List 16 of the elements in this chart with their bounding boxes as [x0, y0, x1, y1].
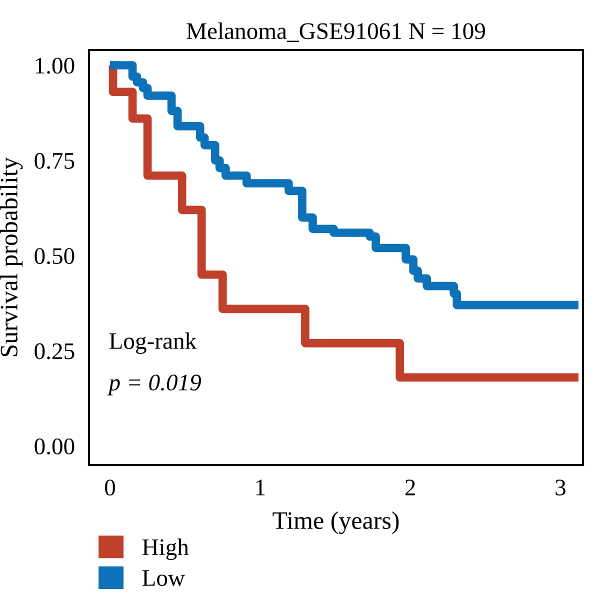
- annotation: p = 0.019: [107, 374, 202, 396]
- y-tick-label: 0.50: [34, 248, 74, 264]
- x-tick-label: 0: [105, 480, 116, 496]
- annotation: Log-rank: [109, 332, 197, 354]
- y-tick-label: 0.00: [34, 438, 74, 454]
- y-axis-title: Survival probability: [0, 157, 23, 356]
- y-tick-label: 0.75: [34, 152, 74, 169]
- x-axis-title: Time (years): [272, 511, 399, 534]
- x-tick-label: 1: [256, 480, 265, 496]
- legend-label: Low: [142, 570, 185, 586]
- legend-label: High: [142, 538, 189, 560]
- x-tick-label: 2: [405, 480, 415, 496]
- chart-title: Melanoma_GSE91061 N = 109: [186, 22, 485, 42]
- y-tick-label: 0.25: [34, 343, 74, 360]
- x-tick-label: 3: [556, 480, 566, 496]
- y-tick-label: 1.00: [36, 58, 74, 74]
